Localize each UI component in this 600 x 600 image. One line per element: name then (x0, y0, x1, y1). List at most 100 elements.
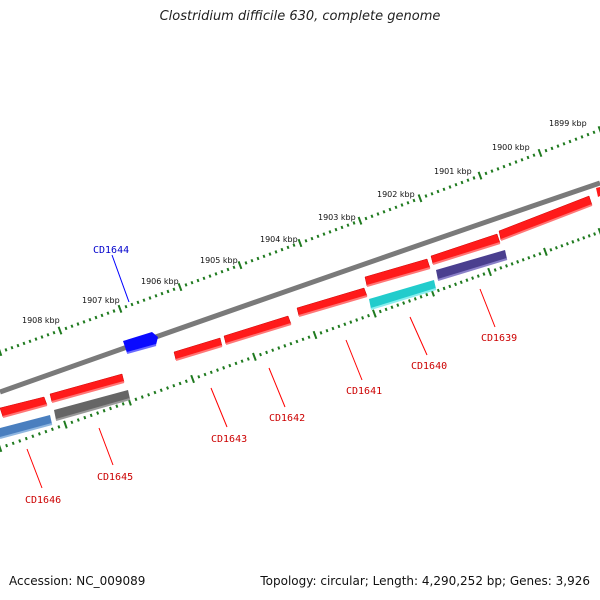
gene-labels: CD1639 CD1640 CD1641 CD1642 CD1643 CD164… (25, 245, 517, 506)
minor-tick (472, 176, 476, 180)
gene-arrow-blue[interactable] (123, 332, 158, 353)
minor-tick (476, 274, 480, 278)
gene-arrow-steelblue[interactable] (0, 415, 52, 438)
gene-arrow-cyan[interactable] (369, 280, 436, 309)
major-tick (357, 216, 363, 225)
gene-label-cd1639[interactable]: CD1639 (481, 333, 517, 344)
minor-tick (292, 243, 296, 247)
minor-tick (442, 286, 446, 291)
kbp-label: 1904 kbp (260, 235, 298, 244)
major-tick (537, 148, 543, 158)
minor-tick (222, 366, 226, 370)
minor-tick (44, 429, 48, 434)
minor-tick (402, 301, 406, 305)
minor-tick (22, 341, 26, 346)
major-tick (543, 247, 548, 256)
minor-tick (378, 309, 382, 314)
minor-tick (549, 248, 553, 252)
gene-label-cd1644[interactable]: CD1644 (93, 245, 129, 256)
major-tick (177, 282, 183, 292)
minor-tick (57, 425, 61, 429)
minor-tick (425, 292, 429, 297)
minor-tick (286, 245, 290, 250)
map-title: Clostridium difficile 630, complete geno… (159, 9, 441, 24)
major-tick (0, 444, 3, 453)
inner-tick-track (0, 227, 600, 453)
minor-tick (406, 201, 410, 205)
minor-tick (166, 386, 170, 390)
minor-tick (340, 225, 344, 230)
minor-tick (102, 408, 106, 413)
gene-label-cd1643[interactable]: CD1643 (211, 434, 247, 445)
minor-tick (28, 339, 32, 344)
minor-tick (337, 324, 341, 329)
minor-tick (112, 309, 116, 313)
minor-tick (172, 287, 176, 292)
major-tick (117, 304, 123, 313)
minor-tick (593, 232, 597, 236)
minor-tick (166, 289, 170, 294)
minor-tick (361, 316, 365, 320)
minor-tick (5, 443, 9, 448)
minor-tick (295, 339, 299, 344)
minor-tick (307, 335, 311, 339)
minor-tick (355, 318, 359, 322)
minor-tick (562, 142, 566, 146)
minor-tick (64, 326, 68, 331)
minor-tick (216, 368, 219, 372)
major-tick (372, 309, 377, 318)
minor-tick (46, 333, 50, 337)
minor-tick (246, 357, 250, 361)
kbp-label: 1900 kbp (492, 143, 530, 152)
minor-tick (154, 294, 158, 298)
gene-arrow[interactable] (296, 287, 368, 317)
minor-tick (544, 148, 548, 153)
accession-text: Accession: NC_009089 (9, 574, 146, 588)
minor-tick (532, 153, 536, 157)
minor-tick (343, 322, 347, 327)
minor-tick (554, 246, 558, 250)
major-tick (0, 348, 3, 357)
minor-tick (419, 295, 423, 299)
kbp-label: 1905 kbp (200, 256, 238, 265)
minor-tick (202, 276, 206, 281)
minor-tick (430, 192, 434, 196)
minor-tick (550, 146, 554, 151)
gene-arrow-slate[interactable] (436, 250, 507, 280)
major-tick (190, 374, 195, 384)
gene-label-cd1640[interactable]: CD1640 (411, 361, 447, 372)
minor-tick (538, 252, 542, 256)
gene-label-cd1641[interactable]: CD1641 (346, 386, 382, 397)
minor-tick (484, 171, 488, 176)
minor-tick (96, 411, 100, 415)
minor-tick (465, 278, 469, 282)
minor-tick (124, 304, 128, 309)
gene-arrow-gray[interactable] (54, 390, 130, 420)
outer-tick-track (0, 125, 600, 357)
minor-tick (94, 315, 98, 320)
minor-tick (390, 305, 394, 310)
genome-backbone (0, 180, 600, 395)
minor-tick (466, 178, 470, 182)
gene-label-cd1642[interactable]: CD1642 (269, 413, 305, 424)
minor-tick (568, 139, 572, 144)
minor-tick (190, 280, 194, 285)
minor-tick (106, 311, 110, 315)
gene-arrow[interactable] (596, 187, 600, 197)
gene-label-cd1646[interactable]: CD1646 (25, 495, 61, 506)
gene-arrow[interactable] (223, 315, 292, 345)
minor-tick (289, 341, 293, 346)
minor-tick (454, 182, 458, 187)
gene-features (0, 187, 600, 439)
minor-tick (268, 252, 272, 256)
minor-tick (587, 234, 591, 238)
minor-tick (240, 359, 244, 363)
gene-label-cd1645[interactable]: CD1645 (97, 472, 133, 483)
minor-tick (142, 298, 146, 302)
minor-tick (376, 212, 380, 216)
minor-tick (413, 297, 417, 301)
minor-tick (160, 291, 164, 296)
minor-tick (88, 317, 92, 322)
minor-tick (460, 180, 464, 185)
